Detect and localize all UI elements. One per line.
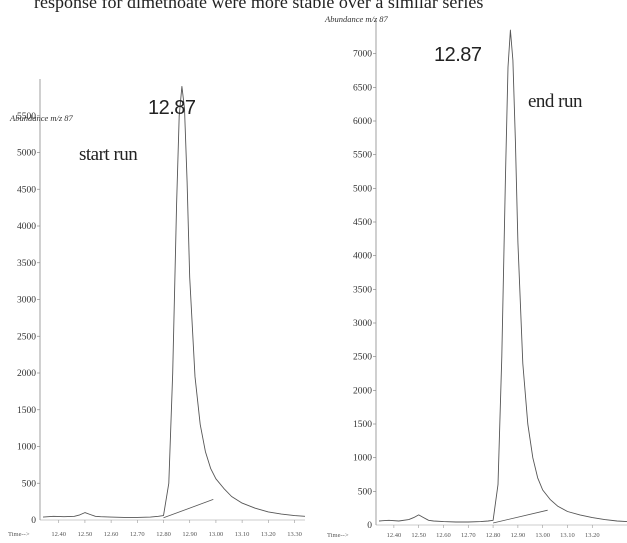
x-tick-label: 12.70 xyxy=(461,532,476,539)
y-tick-label: 5500 xyxy=(353,151,372,161)
x-tick-label: 13.20 xyxy=(585,532,600,539)
x-tick-label: 12.40 xyxy=(387,532,402,539)
y-tick-label: 2500 xyxy=(17,332,36,342)
x-tick-label: 12.90 xyxy=(511,532,526,539)
integration-baseline xyxy=(492,509,548,524)
y-tick-label: 2500 xyxy=(353,353,372,363)
y-tick-label: 5000 xyxy=(353,184,372,194)
y-tick-label: 1500 xyxy=(17,406,36,416)
y-tick-label: 4000 xyxy=(17,222,36,232)
y-tick-label: 4500 xyxy=(353,218,372,228)
x-axis-title: Time--> xyxy=(8,531,30,538)
y-tick-label: 2000 xyxy=(353,386,372,396)
x-tick-label: 13.00 xyxy=(535,532,550,539)
x-tick-label: 12.40 xyxy=(51,531,66,538)
y-axis-title: Abundance m/z 87 xyxy=(9,113,74,123)
x-tick-label: 13.10 xyxy=(235,531,250,538)
y-tick-label: 5500 xyxy=(17,112,36,122)
x-tick-label: 13.20 xyxy=(261,531,276,538)
y-tick-label: 3500 xyxy=(17,259,36,269)
run-annotation: start run xyxy=(79,144,138,165)
y-tick-label: 5000 xyxy=(17,149,36,159)
x-tick-label: 13.30 xyxy=(287,531,302,538)
header-text-fragment: response for dimethoate were more stable… xyxy=(34,0,484,12)
integration-baseline xyxy=(163,499,214,519)
y-tick-label: 3000 xyxy=(17,296,36,306)
x-tick-label: 12.50 xyxy=(411,532,426,539)
x-tick-label: 13.10 xyxy=(560,532,575,539)
series-line xyxy=(42,85,306,518)
chart-start-run: 500 1000 1500 2000 2500 3000 3500 4000 4500 5000 5… xyxy=(8,79,306,538)
y-tick-label: 4000 xyxy=(353,252,372,262)
x-axis-title: Time--> xyxy=(327,532,349,539)
y-tick-label: 3500 xyxy=(353,285,372,295)
series-line xyxy=(378,29,627,523)
y-tick-label: 500 xyxy=(22,479,37,489)
x-tick-label: 12.80 xyxy=(156,531,171,538)
peak-label: 12.87 xyxy=(434,44,482,66)
y-tick-label: 2000 xyxy=(17,369,36,379)
run-annotation: end run xyxy=(528,91,583,112)
y-axis-title: Abundance m/z 87 xyxy=(324,14,389,24)
peak-label: 12.87 xyxy=(148,97,196,119)
x-tick-label: 12.60 xyxy=(436,532,451,539)
y-tick-label: 4500 xyxy=(17,185,36,195)
y-tick-label: 1000 xyxy=(353,454,372,464)
y-tick-label: 1500 xyxy=(353,420,372,430)
y-tick-label: 3000 xyxy=(353,319,372,329)
y-tick-label: 6500 xyxy=(353,83,372,93)
y-tick-label: 7000 xyxy=(353,50,372,60)
x-tick-label: 12.80 xyxy=(486,532,501,539)
x-tick-label: 12.50 xyxy=(78,531,93,538)
y-tick-label: 1000 xyxy=(17,443,36,453)
y-zero-label: 0 xyxy=(31,516,36,526)
x-tick-label: 12.70 xyxy=(130,531,145,538)
y-zero-label: 0 xyxy=(367,521,372,531)
x-tick-label: 12.90 xyxy=(182,531,197,538)
y-tick-label: 6000 xyxy=(353,117,372,127)
chart-end-run: 500 1000 1500 2000 2500 3000 3500 4000 4500 5000 5… xyxy=(324,14,627,539)
x-tick-label: 13.00 xyxy=(209,531,224,538)
x-tick-label: 12.60 xyxy=(104,531,119,538)
y-tick-label: 500 xyxy=(358,487,373,497)
